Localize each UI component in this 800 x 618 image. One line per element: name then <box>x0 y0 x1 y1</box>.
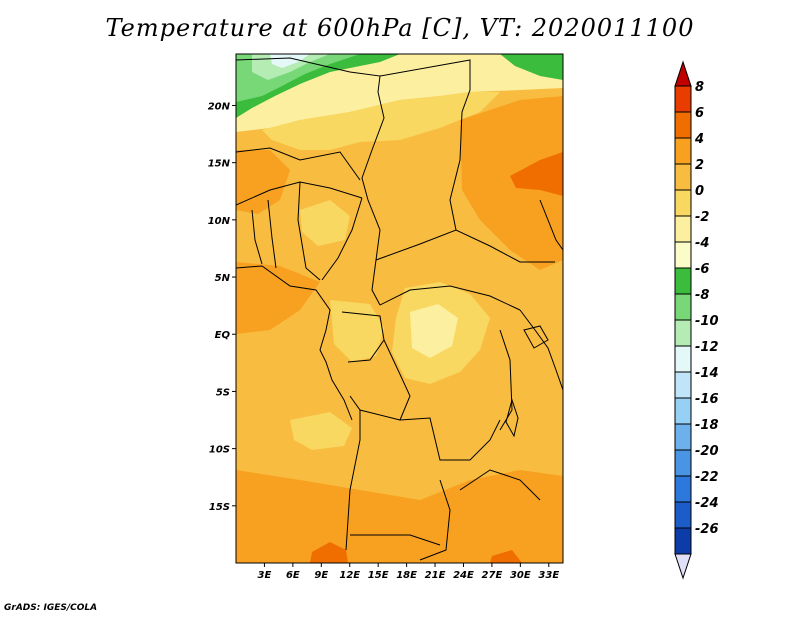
lon-tick-label: 12E <box>339 570 360 581</box>
lat-tick-label: 5S <box>216 387 230 398</box>
colorbar-label: 6 <box>695 106 704 121</box>
boundary-line <box>267 199 277 269</box>
colorbar-label: -10 <box>695 314 719 329</box>
green-zone-east <box>500 54 563 80</box>
colorbar-swatch <box>674 371 692 399</box>
lon-tick-label: 18E <box>396 570 417 581</box>
dark-orange-east <box>510 152 563 196</box>
lon-tick-label: 27E <box>482 570 503 581</box>
colorbar-swatch <box>674 319 692 347</box>
lon-tick-label: 24E <box>453 570 474 581</box>
colorbar-label: -12 <box>695 340 719 355</box>
colorbar-swatch <box>674 241 692 269</box>
boundary-line <box>375 229 555 263</box>
chart-title: Temperature at 600hPa [C], VT: 202001110… <box>105 14 695 42</box>
coastline <box>236 265 353 421</box>
colorbar-label: -22 <box>695 470 719 485</box>
colorbar-swatch <box>674 189 692 217</box>
colorbar-label: -2 <box>695 210 709 225</box>
longitude-axis: 3E 6E 9E 12E 15E 18E 21E 24E 27E 30E 33E <box>258 563 559 581</box>
lon-tick-label: 33E <box>538 570 559 581</box>
colorbar-swatch <box>674 449 692 477</box>
colorbar: 8 6 4 2 0 -2 -4 -6 -8 -10 -12 -14 -16 -18 -20 -22 -24 -26 <box>674 60 719 580</box>
lon-tick-label: 3E <box>258 570 272 581</box>
map-frame <box>235 53 564 564</box>
colorbar-swatch <box>674 163 692 191</box>
lat-tick-label: 10N <box>208 216 231 227</box>
lon-tick-label: 21E <box>425 570 446 581</box>
colorbar-label: 2 <box>695 158 704 173</box>
light-orange-nigeria <box>300 200 350 246</box>
boundary-line <box>399 417 501 461</box>
boundary-line <box>379 59 471 231</box>
colorbar-swatch <box>674 501 692 529</box>
lat-tick-label: 15S <box>209 502 230 513</box>
lon-tick-label: 9E <box>314 570 328 581</box>
boundary-line <box>379 285 521 311</box>
orange-south <box>236 470 563 563</box>
colorbar-label: -24 <box>695 496 719 511</box>
colorbar-swatch <box>674 397 692 425</box>
colorbar-swatch <box>674 475 692 503</box>
colorbar-swatch <box>674 423 692 451</box>
boundary-line <box>349 339 411 421</box>
colorbar-label: 8 <box>695 80 704 95</box>
lat-tick-label: 15N <box>208 159 231 170</box>
colorbar-label: -20 <box>695 444 719 459</box>
cold-core-region <box>270 54 310 68</box>
orange-west-sahel <box>236 150 290 214</box>
temperature-field <box>236 54 563 563</box>
boundary-line <box>459 469 541 501</box>
colorbar-swatch <box>674 267 692 295</box>
orange-east <box>460 96 563 270</box>
lake <box>523 325 549 349</box>
pale-yellow-core <box>410 304 458 358</box>
boundary-line <box>345 410 361 551</box>
orange-west-coast <box>236 262 320 334</box>
lat-tick-label: EQ <box>215 330 231 341</box>
boundaries <box>236 57 563 561</box>
colorbar-swatch <box>674 215 692 243</box>
colorbar-bottom-arrow <box>674 553 692 580</box>
boundary-line <box>297 181 321 281</box>
lake <box>505 398 519 438</box>
colorbar-label: 4 <box>694 132 704 147</box>
boundary-line <box>251 209 263 265</box>
dark-orange-south-east <box>490 550 522 563</box>
boundary-line <box>236 147 361 181</box>
boundary-line <box>499 329 513 431</box>
boundary-line <box>539 199 563 251</box>
colorbar-swatch <box>674 527 692 555</box>
colorbar-label: -6 <box>695 262 709 277</box>
colorbar-swatch <box>674 345 692 373</box>
light-orange-sw <box>290 412 352 450</box>
lat-tick-label: 10S <box>209 445 230 456</box>
boundary-line <box>350 534 441 546</box>
lon-tick-label: 30E <box>510 570 531 581</box>
colorbar-label: -8 <box>695 288 709 303</box>
lon-tick-label: 15E <box>368 570 389 581</box>
colorbar-label: -18 <box>695 418 719 433</box>
colorbar-label: -14 <box>695 366 719 381</box>
light-orange-north <box>262 92 500 150</box>
colorbar-label: -26 <box>695 522 719 537</box>
boundary-line <box>321 197 363 281</box>
colorbar-label: -4 <box>695 236 709 251</box>
colorbar-swatch <box>674 85 692 113</box>
lat-tick-label: 5N <box>215 273 231 284</box>
latitude-axis: 20N 15N 10N 5N EQ 5S 10S 15S <box>208 101 236 513</box>
colorbar-label: -16 <box>695 392 719 407</box>
boundary-line <box>519 309 563 391</box>
colorbar-swatch <box>674 111 692 139</box>
colorbar-swatch <box>674 137 692 165</box>
colorbar-label: 0 <box>695 184 704 199</box>
dark-orange-south-west <box>310 542 348 563</box>
credit-text: GrADS: IGES/COLA <box>4 603 98 613</box>
boundary-line <box>419 479 451 561</box>
colorbar-top-arrow <box>674 60 692 87</box>
lat-tick-label: 20N <box>208 101 231 112</box>
colorbar-swatch <box>674 293 692 321</box>
lon-tick-label: 6E <box>286 570 300 581</box>
